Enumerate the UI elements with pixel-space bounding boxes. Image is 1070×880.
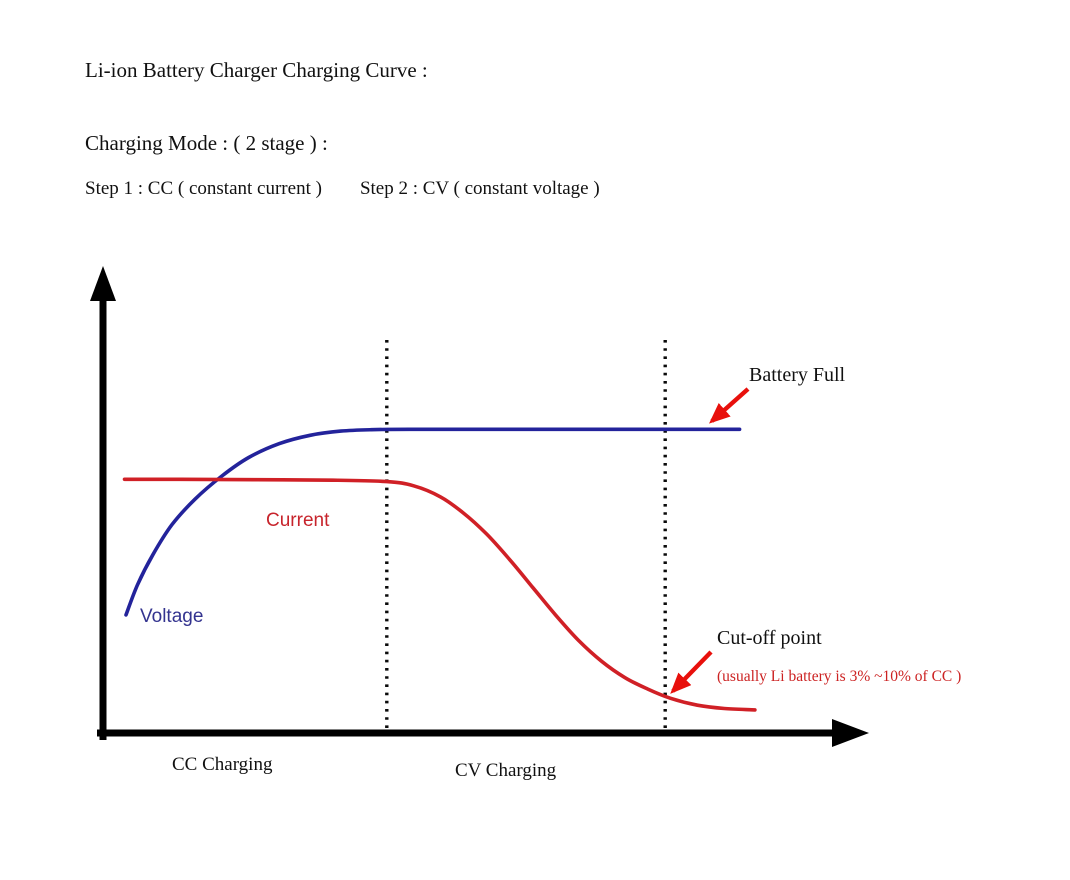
stage-label-cv-charging: CV Charging (455, 760, 557, 781)
voltage-curve (124, 427, 742, 617)
voltage-series-label: Voltage (140, 606, 204, 627)
current-series-label: Current (266, 510, 330, 531)
page-title: Li-ion Battery Charger Charging Curve : (85, 58, 428, 82)
cutoff-arrow-icon (670, 650, 713, 694)
current-curve (122, 477, 757, 712)
cutoff-note-annotation: (usually Li battery is 3% ~10% of CC ) (717, 668, 962, 685)
charging-steps: Step 1 : CC ( constant current ) Step 2 :… (85, 178, 600, 200)
charging-mode-heading: Charging Mode : ( 2 stage ) : (85, 131, 328, 155)
x-axis-arrowhead-icon (832, 719, 869, 747)
step2-label: Step 2 : CV ( constant voltage ) (359, 178, 600, 199)
battery-full-annotation: Battery Full (749, 364, 846, 386)
battery-full-arrow-icon (709, 387, 750, 424)
y-axis-arrowhead-icon (90, 266, 116, 301)
cutoff-point-annotation: Cut-off point (717, 627, 822, 649)
step1-label: Step 1 : CC ( constant current ) (85, 178, 322, 199)
stage-label-cc-charging: CC Charging (172, 754, 273, 775)
